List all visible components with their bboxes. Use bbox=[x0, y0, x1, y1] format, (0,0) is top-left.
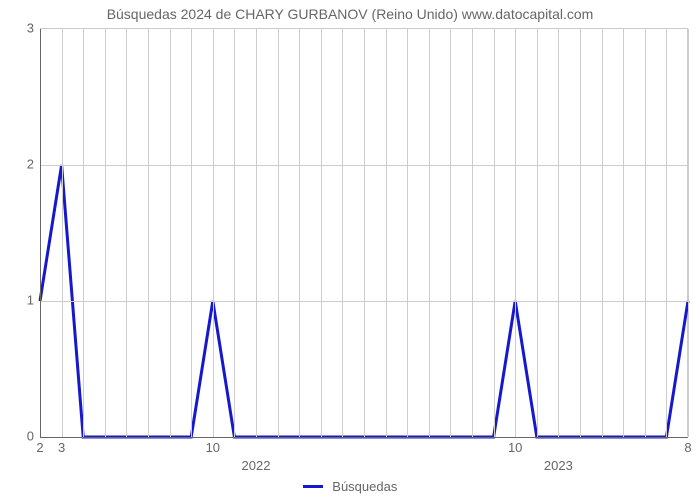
grid-line-v bbox=[386, 29, 387, 437]
grid-line-v bbox=[515, 29, 516, 437]
grid-line-v bbox=[602, 29, 603, 437]
grid-line-v bbox=[278, 29, 279, 437]
grid-line-v bbox=[450, 29, 451, 437]
x-tick-label: 8 bbox=[684, 440, 691, 455]
y-tick-label: 2 bbox=[18, 157, 34, 172]
legend-label: Búsquedas bbox=[332, 479, 397, 494]
grid-line-v bbox=[105, 29, 106, 437]
plot-area bbox=[40, 28, 688, 436]
chart-container: Búsquedas 2024 de CHARY GURBANOV (Reino … bbox=[0, 0, 700, 500]
grid-line-v bbox=[321, 29, 322, 437]
grid-line-v bbox=[256, 29, 257, 437]
y-axis-line bbox=[40, 29, 41, 437]
y-tick-label: 0 bbox=[18, 429, 34, 444]
grid-line-v bbox=[342, 29, 343, 437]
grid-line-v bbox=[429, 29, 430, 437]
grid-line-v bbox=[688, 29, 689, 437]
grid-line-v bbox=[213, 29, 214, 437]
x-tick-label: 10 bbox=[508, 440, 522, 455]
legend: Búsquedas bbox=[0, 478, 700, 494]
grid-line-v bbox=[407, 29, 408, 437]
grid-line-v bbox=[62, 29, 63, 437]
x-tick-label: 10 bbox=[206, 440, 220, 455]
x-tick-label: 3 bbox=[58, 440, 65, 455]
grid-line-v bbox=[126, 29, 127, 437]
legend-swatch bbox=[303, 485, 323, 488]
grid-line-v bbox=[191, 29, 192, 437]
grid-line-v bbox=[666, 29, 667, 437]
grid-line-v bbox=[170, 29, 171, 437]
y-tick-label: 1 bbox=[18, 293, 34, 308]
chart-title: Búsquedas 2024 de CHARY GURBANOV (Reino … bbox=[0, 6, 700, 22]
x-axis-line bbox=[40, 437, 688, 438]
grid-line-v bbox=[148, 29, 149, 437]
grid-line-v bbox=[494, 29, 495, 437]
grid-line-v bbox=[623, 29, 624, 437]
grid-line-v bbox=[580, 29, 581, 437]
x-tick-label: 2 bbox=[36, 440, 43, 455]
x-year-label: 2023 bbox=[544, 458, 573, 473]
grid-line-v bbox=[537, 29, 538, 437]
grid-line-v bbox=[558, 29, 559, 437]
x-year-label: 2022 bbox=[242, 458, 271, 473]
grid-line-v bbox=[299, 29, 300, 437]
grid-line-v bbox=[234, 29, 235, 437]
grid-line-v bbox=[472, 29, 473, 437]
grid-line-v bbox=[645, 29, 646, 437]
y-tick-label: 3 bbox=[18, 21, 34, 36]
grid-line-v bbox=[83, 29, 84, 437]
grid-line-v bbox=[364, 29, 365, 437]
